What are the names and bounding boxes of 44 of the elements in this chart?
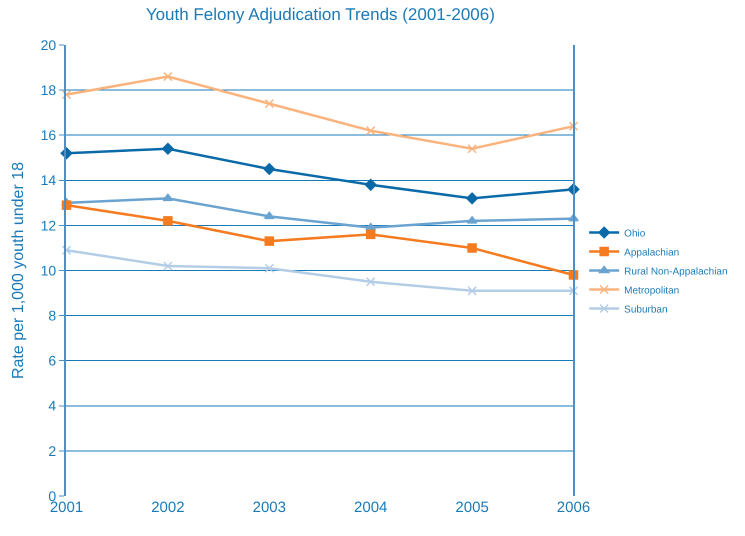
point bbox=[62, 245, 72, 255]
x-tick-label: 2005 bbox=[455, 499, 489, 516]
point bbox=[366, 277, 376, 287]
point bbox=[568, 121, 578, 131]
point bbox=[466, 192, 478, 204]
legend-label: Rural Non-Appalachian bbox=[624, 266, 728, 278]
point bbox=[62, 90, 72, 100]
legend-label: Suburban bbox=[624, 304, 668, 316]
point bbox=[163, 72, 173, 82]
y-tick-label: 4 bbox=[48, 398, 56, 414]
y-axis-title: Rate per 1,000 youth under 18 bbox=[10, 162, 27, 380]
point bbox=[264, 236, 274, 246]
y-tick-label: 16 bbox=[40, 127, 56, 144]
y-tick-label: 2 bbox=[48, 442, 56, 459]
legend-label: Ohio bbox=[624, 228, 646, 240]
point bbox=[568, 286, 578, 296]
point bbox=[162, 194, 174, 202]
x-tick-label: 2004 bbox=[354, 499, 388, 516]
x-tick-label: 2003 bbox=[252, 499, 286, 516]
point bbox=[163, 261, 173, 271]
point bbox=[366, 230, 376, 240]
point bbox=[264, 98, 274, 108]
y-tick-label: 12 bbox=[40, 217, 56, 234]
y-tick-label: 14 bbox=[40, 172, 56, 188]
x-tick-label: 2002 bbox=[151, 499, 185, 516]
y-tick-label: 10 bbox=[40, 262, 56, 278]
point bbox=[263, 163, 276, 175]
x-tick-label: 2006 bbox=[556, 499, 590, 516]
point bbox=[467, 286, 477, 296]
point bbox=[467, 243, 477, 253]
legend-label: Metropolitan bbox=[624, 285, 680, 296]
point bbox=[162, 142, 174, 155]
y-tick-label: 18 bbox=[40, 82, 56, 98]
point bbox=[366, 126, 376, 136]
chart-title: Youth Felony Adjudication Trends (2001-2006) bbox=[146, 4, 495, 24]
point bbox=[466, 216, 478, 224]
y-tick-label: 8 bbox=[48, 308, 56, 324]
point bbox=[163, 216, 173, 226]
point bbox=[467, 144, 477, 154]
point bbox=[264, 264, 274, 273]
y-tick-label: 6 bbox=[48, 352, 56, 369]
point bbox=[364, 178, 377, 191]
y-tick-label: 20 bbox=[40, 36, 56, 53]
legend-label: Appalachian bbox=[624, 247, 680, 258]
